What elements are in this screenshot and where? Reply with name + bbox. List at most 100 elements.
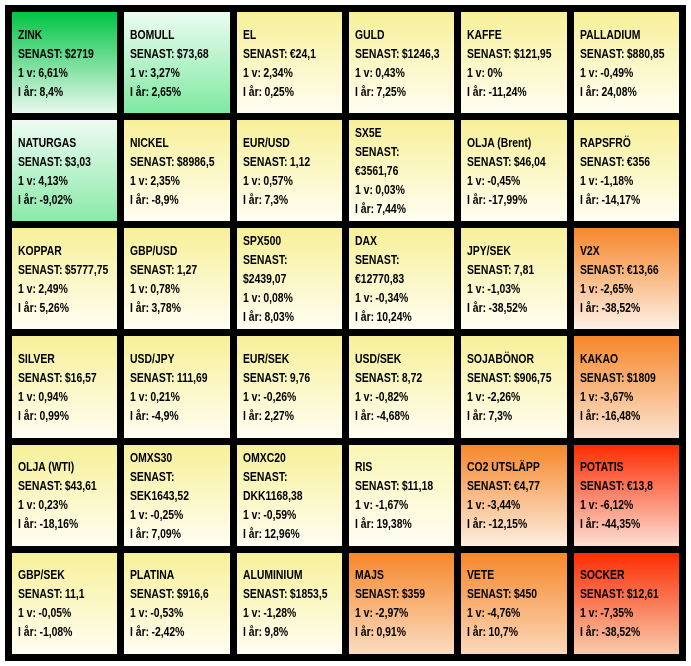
year-change-line: I år: -18,16% (18, 514, 113, 533)
instrument-tile: KOPPAR SENAST: $5777,75 1 v: 2,49% I år: 5,… (12, 228, 118, 330)
last-price-line: SENAST: 1,27 (130, 260, 225, 279)
last-price-line: SENAST: $12,61 (580, 584, 675, 603)
week-change-label: 1 v: (18, 172, 36, 188)
year-change-value: 9,8% (264, 624, 288, 640)
week-change-line: 1 v: 3,27% (130, 63, 225, 82)
last-price-label: SENAST: (467, 478, 512, 494)
week-change-label: 1 v: (355, 497, 373, 513)
last-price-line: SENAST: $359 (355, 584, 450, 603)
week-change-line: 1 v: 0,08% (243, 288, 338, 307)
last-price-value: $1853,5 (289, 586, 328, 602)
week-change-line: 1 v: 0,57% (243, 171, 338, 190)
week-change-line: 1 v: -3,67% (580, 387, 675, 406)
week-change-label: 1 v: (130, 64, 149, 80)
last-price-label: SENAST: (242, 45, 288, 61)
last-price-line: SENAST: $1853,5 (243, 584, 338, 603)
year-change-label: I år: (18, 191, 38, 207)
last-price-label: SENAST: (579, 370, 625, 386)
instrument-tile: JPY/SEK SENAST: 7,81 1 v: -1,03% I år: -38,… (461, 228, 567, 330)
instrument-tile: POTATIS SENAST: €13,8 1 v: -6,12% I år: -44… (573, 444, 679, 546)
week-change-value: -4,76% (487, 605, 521, 621)
last-price-value: €13,66 (626, 261, 659, 277)
last-price-label: SENAST: (355, 370, 400, 386)
last-price-value: $121,95 (514, 45, 552, 61)
instrument-name: KOPPAR (18, 242, 62, 258)
year-change-value: -4,68% (376, 408, 410, 424)
year-change-line: I år: 7,25% (355, 82, 450, 101)
instrument-name: RIS (355, 459, 373, 475)
instrument-name: SPX500 (242, 233, 281, 249)
week-change-line: 1 v: -1,03% (467, 279, 562, 298)
week-change-value: -0,82% (375, 389, 409, 405)
week-change-label: 1 v: (242, 64, 261, 80)
year-change-label: I år: (18, 83, 38, 99)
week-change-label: 1 v: (130, 280, 149, 296)
instrument-name: DAX (355, 233, 377, 249)
year-change-line: I år: 0,99% (18, 406, 113, 425)
instrument-tile: PLATINA SENAST: $916,6 1 v: -0,53% I år: -2… (124, 552, 230, 654)
instrument-tile: NICKEL SENAST: $8986,5 1 v: 2,35% I år: -8,… (124, 120, 230, 222)
week-change-line: 1 v: 0,23% (18, 495, 113, 514)
instrument-tile: SILVER SENAST: $16,57 1 v: 0,94% I år: 0,99… (12, 336, 118, 438)
instrument-tile: EUR/SEK SENAST: 9,76 1 v: -0,26% I år: 2,27… (236, 336, 342, 438)
last-price-label: SENAST: (579, 261, 625, 277)
week-change-line: 1 v: -0,45% (467, 171, 562, 190)
year-change-value: -8,9% (151, 191, 179, 207)
last-price-line: SENAST: $5777,75 (18, 260, 113, 279)
last-price-label: SENAST: (355, 45, 400, 61)
week-change-value: -0,49% (599, 64, 633, 80)
year-change-label: I år: (130, 299, 150, 315)
year-change-value: 8,03% (264, 309, 294, 325)
week-change-label: 1 v: (18, 389, 36, 405)
year-change-label: I år: (18, 299, 38, 315)
instrument-name: OLJA (Brent) (467, 134, 532, 150)
year-change-label: I år: (355, 309, 375, 325)
year-change-line: I år: -1,08% (18, 622, 113, 641)
week-change-value: -1,67% (375, 497, 409, 513)
instrument-tile: OMXS30 SENAST: SEK1643,52 1 v: -0,25% I år… (124, 444, 230, 546)
week-change-label: 1 v: (355, 605, 373, 621)
year-change-label: I år: (130, 624, 150, 640)
instrument-name: EUR/USD (242, 134, 290, 150)
week-change-line: 1 v: -0,26% (243, 387, 338, 406)
last-price-line: SENAST: $73,68 (130, 44, 225, 63)
week-change-line: 1 v: -1,28% (243, 603, 338, 622)
week-change-line: 1 v: -0,05% (18, 603, 113, 622)
year-change-label: I år: (579, 516, 599, 532)
year-change-label: I år: (579, 624, 599, 640)
week-change-value: 3,27% (150, 64, 181, 80)
year-change-value: 0,91% (376, 624, 406, 640)
week-change-label: 1 v: (579, 389, 598, 405)
instrument-name: POTATIS (579, 459, 624, 475)
week-change-value: -0,26% (262, 389, 296, 405)
week-change-line: 1 v: -7,35% (580, 603, 675, 622)
week-change-value: 0,23% (38, 497, 68, 513)
last-price-value: 7,81 (514, 261, 535, 277)
instrument-tile: EL SENAST: €24,1 1 v: 2,34% I år: 0,25% (236, 12, 342, 114)
last-price-value: €4,77 (514, 478, 541, 494)
last-price-label: SENAST: (467, 370, 512, 386)
year-change-value: -4,9% (151, 408, 179, 424)
year-change-label: I år: (467, 83, 487, 99)
last-price-line: SENAST: $880,85 (580, 44, 675, 63)
instrument-tile: OLJA (Brent) SENAST: $46,04 1 v: -0,45% I … (461, 120, 567, 222)
year-change-value: -38,52% (601, 299, 640, 315)
year-change-value: -38,52% (488, 299, 528, 315)
week-change-line: 1 v: -0,82% (355, 387, 450, 406)
year-change-label: I år: (579, 83, 599, 99)
year-change-label: I år: (579, 299, 599, 315)
last-price-line: SENAST: €13,8 (580, 476, 675, 495)
week-change-line: 1 v: -0,59% (243, 505, 338, 524)
instrument-tile: BOMULL SENAST: $73,68 1 v: 3,27% I år: 2,65… (124, 12, 230, 114)
last-price-line: SENAST: $2719 (18, 44, 113, 63)
week-change-line: 1 v: -2,97% (355, 603, 450, 622)
year-change-label: I år: (355, 83, 375, 99)
week-change-label: 1 v: (130, 605, 149, 621)
week-change-value: -0,45% (487, 172, 521, 188)
last-price-line: SENAST: €13,66 (580, 260, 675, 279)
year-change-label: I år: (355, 624, 375, 640)
instrument-tile: USD/JPY SENAST: 111,69 1 v: 0,21% I år: -4,… (124, 336, 230, 438)
last-price-line: SENAST: $16,57 (18, 368, 113, 387)
week-change-line: 1 v: -3,44% (467, 495, 562, 514)
year-change-value: -9,02% (39, 191, 73, 207)
